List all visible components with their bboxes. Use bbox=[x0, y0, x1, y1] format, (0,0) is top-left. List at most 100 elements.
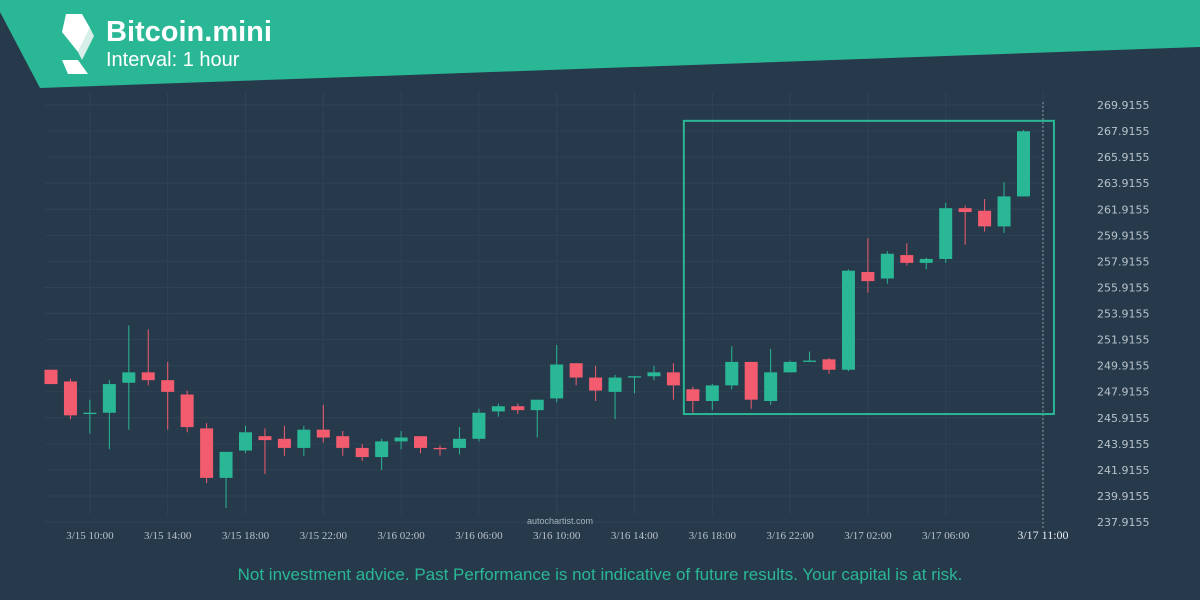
candle-body bbox=[414, 436, 428, 448]
candle bbox=[219, 451, 233, 508]
candle-body bbox=[141, 372, 155, 381]
candle-body bbox=[355, 447, 369, 458]
candle-body bbox=[122, 372, 136, 383]
y-tick-label: 263.9155 bbox=[1097, 177, 1150, 190]
y-tick-label: 265.9155 bbox=[1097, 151, 1150, 164]
x-tick-label: 3/15 14:00 bbox=[144, 530, 192, 542]
x-tick-label: 3/15 22:00 bbox=[300, 530, 348, 542]
candle bbox=[550, 344, 564, 403]
candle bbox=[919, 257, 933, 270]
candle bbox=[686, 386, 700, 413]
x-tick-label: 3/15 10:00 bbox=[66, 530, 114, 542]
candle bbox=[161, 361, 175, 430]
candle bbox=[239, 425, 252, 454]
candle-body bbox=[880, 253, 894, 279]
interval-label: Interval: 1 hour bbox=[106, 49, 240, 71]
candle-body bbox=[491, 406, 505, 412]
candle bbox=[764, 348, 778, 405]
candle-body bbox=[44, 369, 58, 385]
candle bbox=[939, 202, 953, 263]
x-tick-label: 3/16 06:00 bbox=[455, 530, 503, 542]
candle bbox=[589, 365, 603, 402]
candle bbox=[141, 329, 155, 386]
candle bbox=[569, 363, 583, 386]
candle-body bbox=[978, 210, 992, 227]
candle bbox=[705, 384, 719, 411]
x-axis: 3/15 10:00 3/15 14:00 3/15 18:00 3/15 22:00… bbox=[66, 528, 1068, 542]
candle-body bbox=[589, 377, 603, 391]
candle-body bbox=[472, 412, 486, 439]
candle-body bbox=[666, 372, 680, 386]
x-tick-label: 3/16 14:00 bbox=[611, 530, 659, 542]
candle-body bbox=[647, 372, 661, 377]
candle bbox=[102, 380, 116, 450]
candle bbox=[491, 403, 505, 417]
candle-body bbox=[161, 380, 175, 392]
candle-body bbox=[394, 437, 408, 442]
watermark: autochartist.com bbox=[527, 516, 593, 526]
candle bbox=[297, 425, 311, 456]
candle bbox=[433, 445, 447, 456]
disclaimer-text: Not investment advice. Past Performance … bbox=[237, 565, 963, 584]
candle bbox=[511, 403, 525, 415]
candle bbox=[44, 369, 58, 385]
candle-body bbox=[550, 364, 564, 399]
candle bbox=[744, 361, 758, 409]
candle-body bbox=[277, 438, 291, 448]
x-tick-label: 3/16 10:00 bbox=[533, 530, 581, 542]
candle bbox=[258, 428, 272, 474]
candle-body bbox=[83, 412, 97, 415]
candle-body bbox=[783, 361, 797, 373]
candle-body bbox=[841, 270, 855, 370]
candle bbox=[628, 376, 641, 394]
candle-body bbox=[900, 255, 914, 263]
candle-body bbox=[628, 376, 641, 378]
candle-body bbox=[63, 381, 77, 416]
y-tick-label: 243.9155 bbox=[1097, 438, 1150, 451]
candle-body bbox=[861, 272, 875, 282]
candle bbox=[841, 269, 855, 372]
header-banner bbox=[0, 0, 1200, 88]
candle-body bbox=[725, 361, 739, 386]
candle-body bbox=[744, 361, 758, 400]
candle bbox=[958, 205, 972, 245]
candle-body bbox=[530, 399, 544, 411]
gridlines bbox=[45, 92, 1045, 530]
x-tick-label: 3/16 18:00 bbox=[689, 530, 737, 542]
pattern-highlight-box bbox=[682, 119, 1055, 416]
candle bbox=[530, 399, 544, 438]
candle-body bbox=[958, 208, 972, 213]
y-tick-label: 253.9155 bbox=[1097, 308, 1150, 321]
candle bbox=[803, 351, 817, 362]
candle-body bbox=[297, 429, 311, 448]
candle bbox=[83, 399, 97, 434]
candle bbox=[63, 378, 77, 420]
candle bbox=[900, 243, 914, 266]
app-title: Bitcoin.mini bbox=[106, 16, 272, 48]
x-tick-label: 3/16 22:00 bbox=[766, 530, 814, 542]
y-tick-label: 261.9155 bbox=[1097, 203, 1150, 216]
candles bbox=[44, 129, 1030, 508]
candle-body bbox=[452, 438, 466, 448]
candle-body bbox=[705, 385, 719, 402]
candle bbox=[375, 438, 389, 471]
y-tick-label: 269.9155 bbox=[1097, 99, 1150, 112]
y-tick-label: 249.9155 bbox=[1097, 360, 1150, 373]
candle bbox=[414, 436, 428, 454]
candle bbox=[180, 390, 194, 433]
candle-body bbox=[569, 363, 583, 378]
candle bbox=[608, 374, 622, 420]
candle-body bbox=[180, 394, 194, 428]
candle bbox=[880, 251, 894, 284]
candle-body bbox=[997, 196, 1011, 227]
candle bbox=[316, 404, 330, 443]
y-tick-label: 247.9155 bbox=[1097, 386, 1150, 399]
candle-body bbox=[258, 436, 272, 441]
y-tick-label: 245.9155 bbox=[1097, 412, 1150, 425]
candle bbox=[472, 408, 486, 442]
x-tick-label: 3/16 02:00 bbox=[377, 530, 425, 542]
candle bbox=[666, 363, 680, 400]
pattern-overlay bbox=[682, 119, 1055, 416]
candle bbox=[997, 182, 1011, 233]
